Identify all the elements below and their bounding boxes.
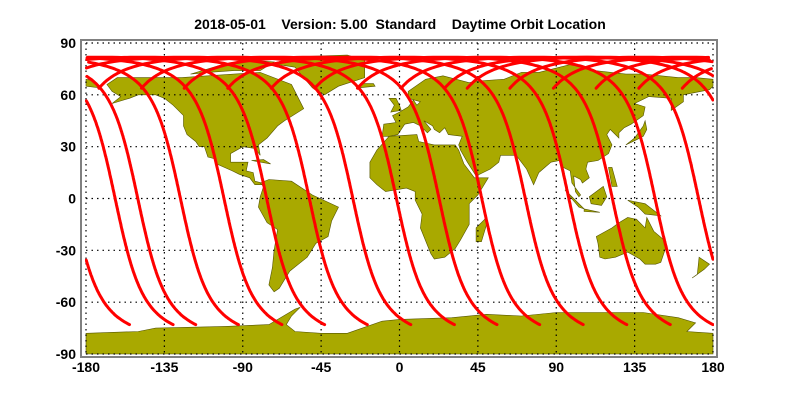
x-axis-ticks: -180 -135 -90 -45 0 45 90 135 180 [72, 359, 725, 375]
orbit-track-7 [85, 55, 711, 327]
orbit-track-15 [356, 55, 714, 327]
x-tick-label: 90 [548, 359, 564, 375]
landmass-philippines [608, 167, 618, 187]
orbit-track-6 [86, 55, 710, 327]
chart-title: 2018-05-01 Version: 5.00 Standard Daytim… [194, 16, 606, 32]
landmass-eurasia [381, 63, 714, 198]
x-tick-label: 135 [623, 359, 647, 375]
landmass-new-zealand [691, 256, 710, 279]
x-tick-label: -180 [72, 359, 100, 375]
plot-frame [80, 39, 718, 358]
x-tick-label: 45 [470, 359, 486, 375]
landmass-japan [625, 119, 648, 146]
y-tick-label: -90 [56, 346, 76, 362]
orbit-track-8 [85, 55, 713, 327]
y-tick-label: 30 [60, 139, 76, 155]
orbit-track-14 [313, 55, 672, 327]
orbit-track-3 [85, 55, 714, 327]
landmass-new-guinea [627, 199, 662, 217]
y-tick-label: -30 [56, 242, 76, 258]
y-tick-label: 0 [68, 191, 76, 207]
landmass-java [583, 208, 600, 213]
y-axis-ticks: 90 60 30 0 -30 -60 -90 [56, 35, 76, 362]
y-tick-label: 60 [60, 87, 76, 103]
land-layer [85, 54, 714, 355]
x-tick-label: 180 [701, 359, 725, 375]
y-tick-label: 90 [60, 35, 76, 51]
orbit-track-13 [269, 55, 629, 327]
landmass-borneo [588, 185, 608, 206]
landmass-cuba [251, 159, 271, 165]
x-tick-label: -45 [311, 359, 331, 375]
x-tick-label: 0 [396, 359, 404, 375]
landmass-africa [369, 134, 489, 260]
y-tick-label: -60 [56, 294, 76, 310]
landmass-south-america [258, 179, 339, 293]
x-tick-label: -135 [150, 359, 178, 375]
x-tick-label: -90 [233, 359, 253, 375]
landmass-britain [388, 98, 402, 113]
orbit-tracks-layer [85, 55, 714, 327]
landmass-australia [595, 216, 667, 265]
